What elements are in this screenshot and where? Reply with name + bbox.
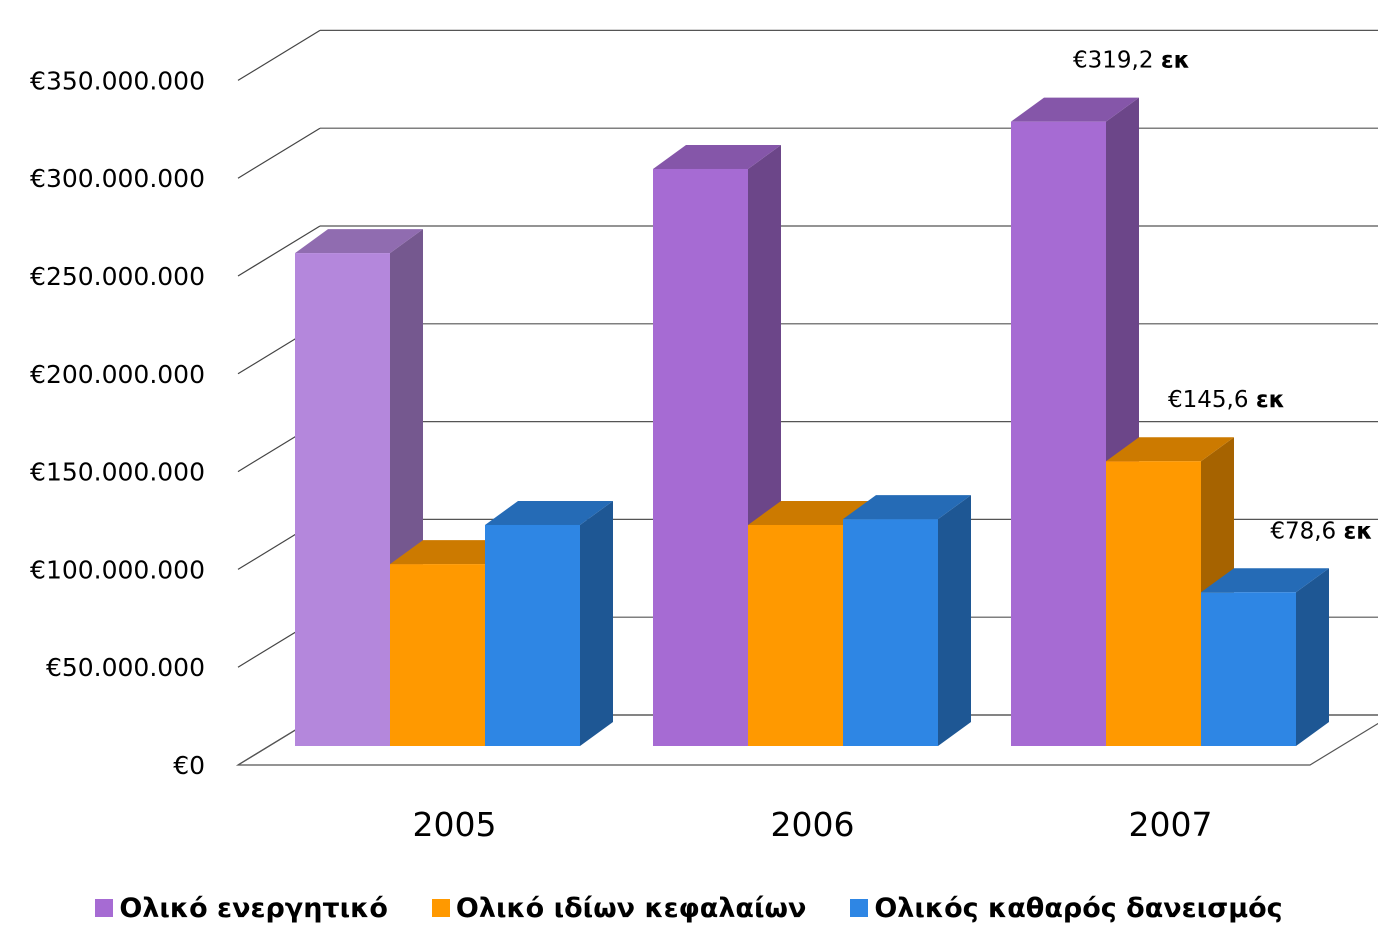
y-tick-label: €350.000.000 [30,66,205,95]
bar-front [653,168,748,747]
bar-front [485,524,580,746]
bar-side [1296,568,1329,746]
x-axis-ticks: 2005 2006 2007 [413,805,1213,844]
bar-front [390,564,485,746]
bar-front [1011,121,1106,747]
bar-top [1106,437,1234,462]
gridline-diagonal [237,127,321,179]
data-label: €145,6 εκ [1168,387,1285,413]
legend-item: Ολικός καθαρός δανεισμός [850,888,1283,928]
y-tick-label: €300.000.000 [30,164,205,193]
y-tick-label: €200.000.000 [30,360,205,389]
y-tick-label: €250.000.000 [30,262,205,291]
chart-floor [235,714,1378,766]
x-tick-label: 2007 [1129,805,1213,844]
data-labels: €319,2 εκ €145,6 εκ €78,6 εκ [1073,48,1373,545]
bar-top [653,144,781,169]
bar-front [748,524,843,746]
gridline-diagonal [237,29,321,81]
bar-chart: €0 €50.000.000 €100.000.000 €150.000.000 €20… [30,29,1378,844]
legend-swatch [95,899,114,917]
bar-front [295,253,390,746]
y-tick-label: €150.000.000 [30,458,205,487]
bar-top [1201,568,1329,593]
bar-top [485,500,613,525]
legend-item: Ολικό ενεργητικό [95,888,388,928]
bar-side [580,500,613,746]
bar-2007-series-3 [1201,568,1329,746]
data-label: €78,6 εκ [1270,518,1372,544]
bar-top [843,495,971,520]
x-tick-label: 2005 [413,805,497,844]
y-tick-label: €100.000.000 [30,555,205,584]
y-tick-label: €0 [173,751,205,780]
bar-top [295,229,423,254]
legend-swatch [850,899,869,917]
x-tick-label: 2006 [771,805,855,844]
gridline-diagonal [237,225,321,277]
bar-2005-series-3 [485,500,613,746]
legend-label: Ολικός καθαρός δανεισμός [874,892,1283,924]
bars [295,97,1329,747]
legend-label: Ολικό ενεργητικό [119,892,388,924]
bar-front [1106,461,1201,746]
legend-swatch [431,899,450,917]
y-tick-label: €50.000.000 [46,653,205,682]
y-axis-ticks: €0 €50.000.000 €100.000.000 €150.000.000 €20… [30,66,205,780]
bar-front [1201,592,1296,746]
legend-item: Ολικό ιδίων κεφαλαίων [431,888,807,928]
bar-2006-series-3 [843,495,971,746]
bar-side [938,495,971,746]
bar-front [843,519,938,746]
data-label: €319,2 εκ [1073,48,1190,74]
legend-label: Ολικό ιδίων κεφαλαίων [455,892,807,924]
legend: Ολικό ενεργητικό Ολικό ιδίων κεφαλαίων Ολι… [0,888,1378,928]
bar-top [1011,97,1139,122]
